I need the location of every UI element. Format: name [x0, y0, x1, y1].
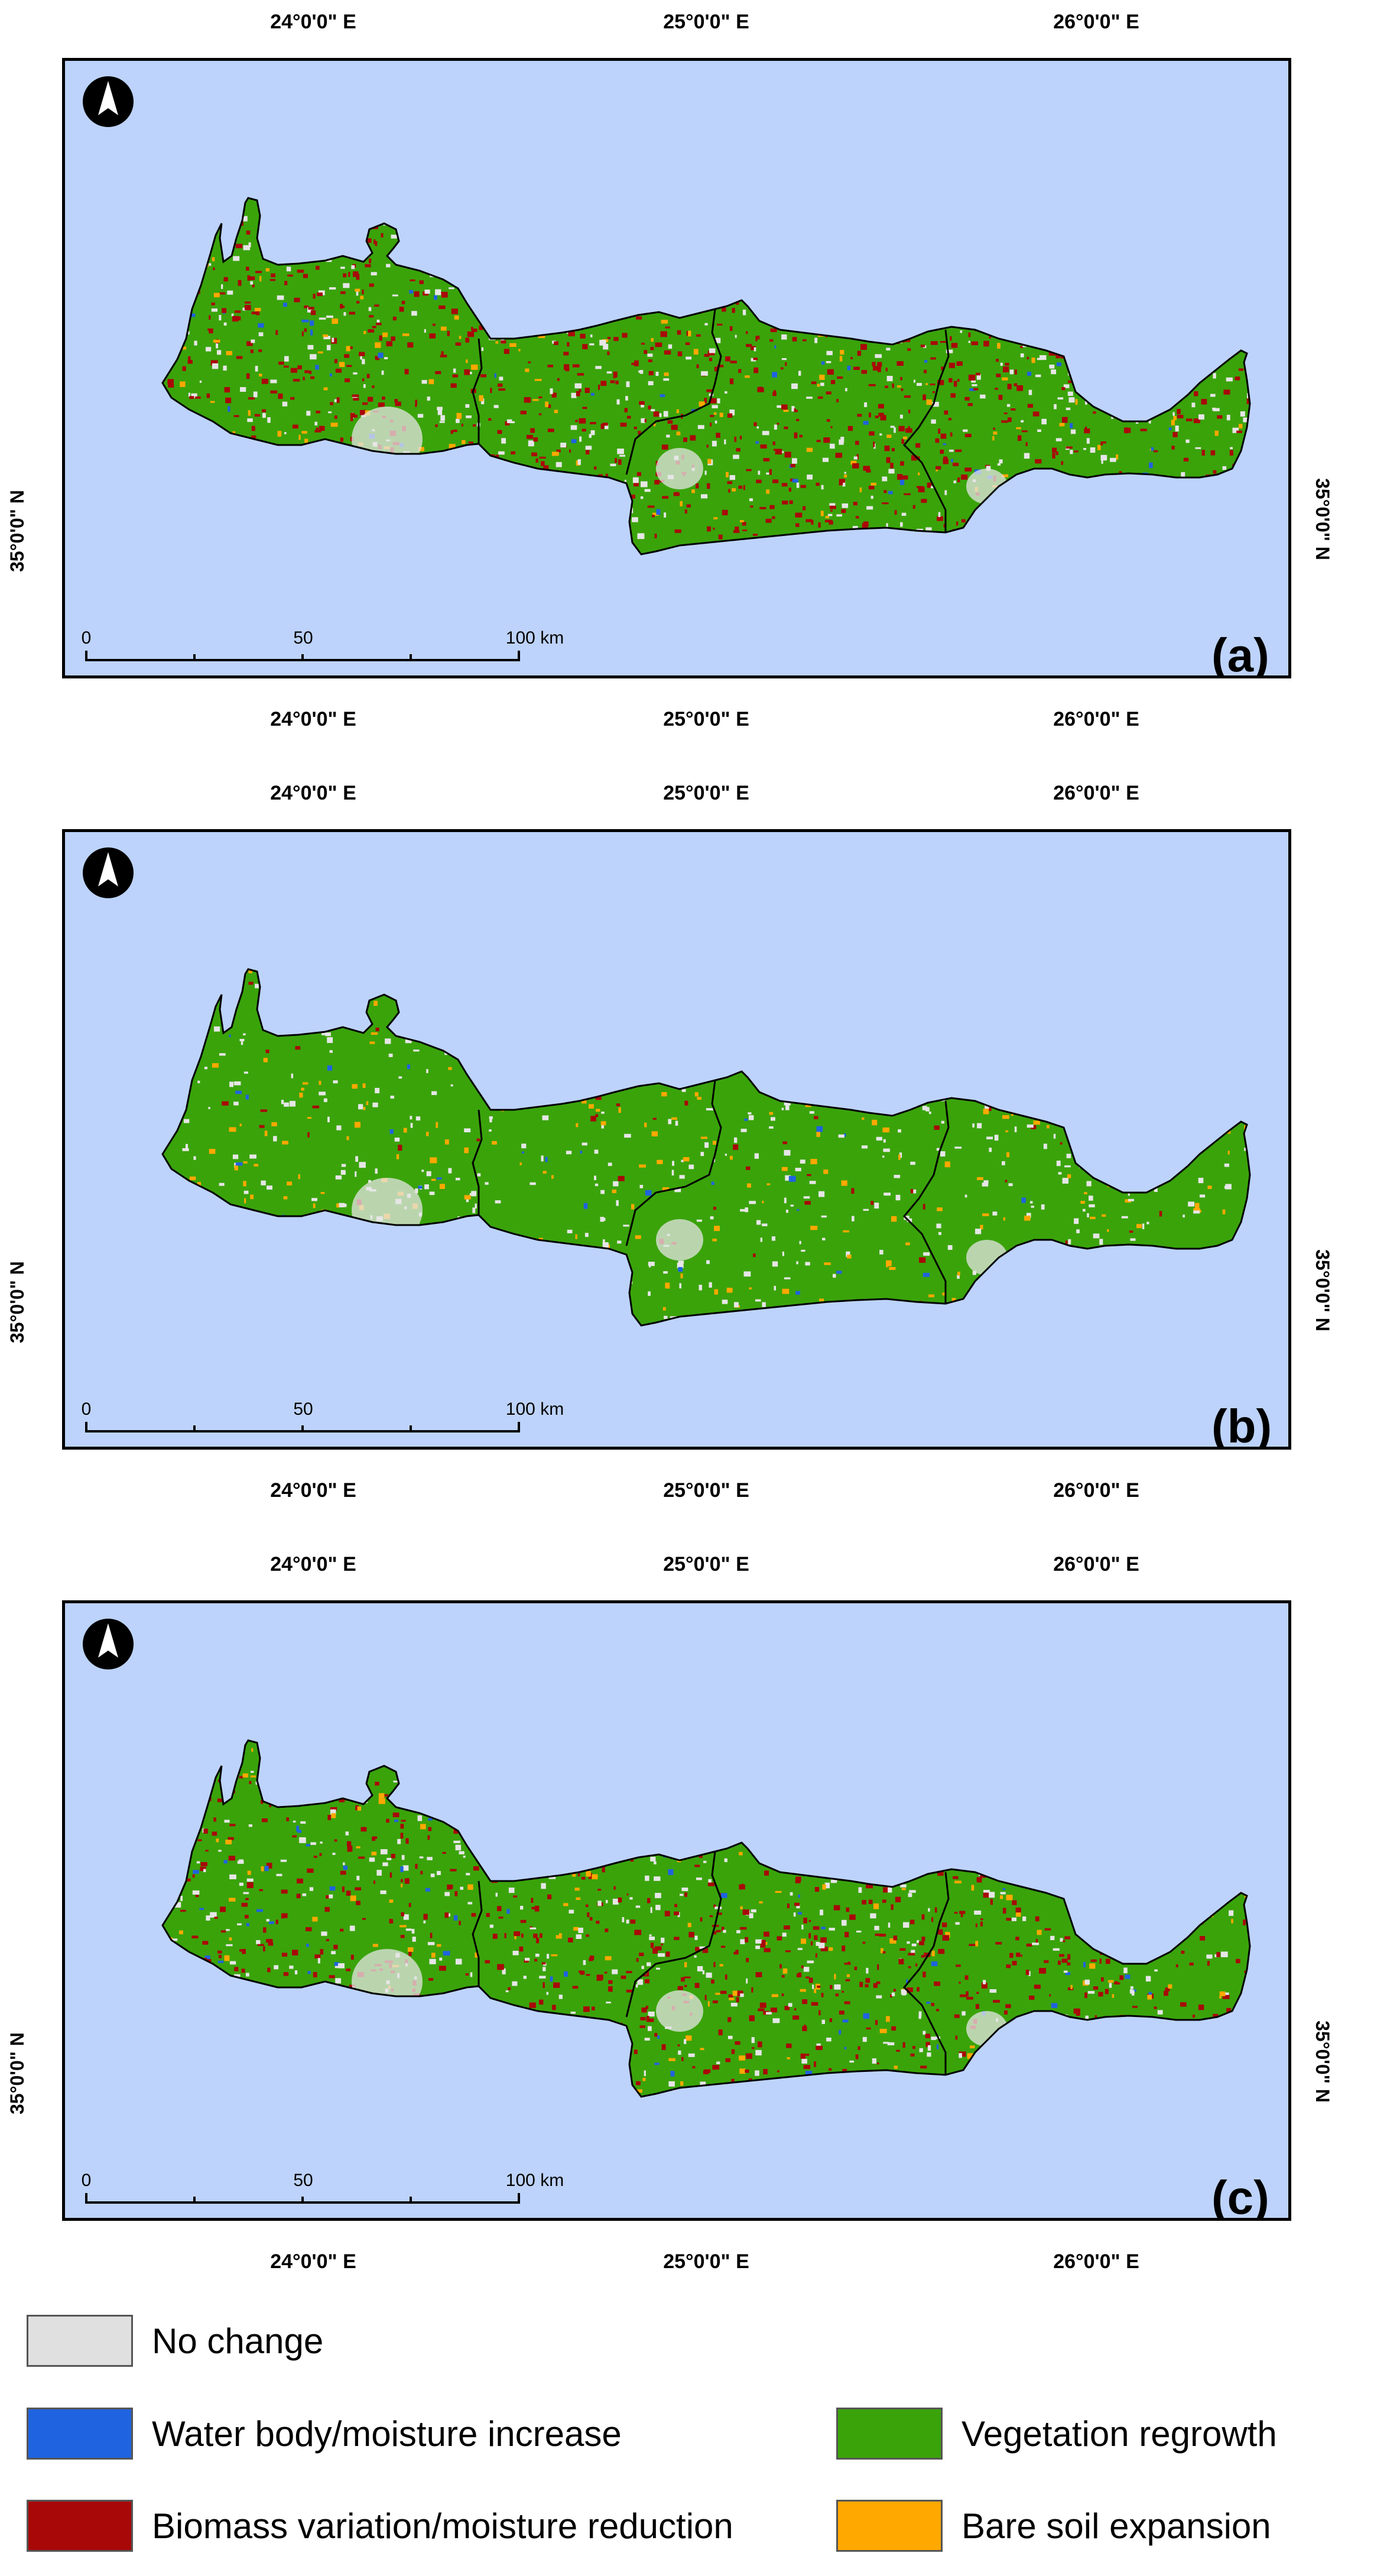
regional-boundary — [625, 308, 722, 475]
regional-boundary — [625, 1080, 722, 1246]
regional-boundary — [472, 1880, 483, 1986]
lat-label-left: 35°0'0" N — [6, 490, 28, 572]
legend-label: Vegetation regrowth — [962, 2413, 1277, 2454]
map-panel-a: 24°0'0" E 25°0'0" E 26°0'0" E 0 50 100 k… — [0, 0, 1400, 762]
legend-label: Bare soil expansion — [962, 2506, 1271, 2546]
crete-map — [161, 1739, 1251, 2098]
scale-label: 100 km — [505, 2171, 564, 2190]
crete-map — [161, 197, 1251, 556]
lon-label-bottom: 26°0'0" E — [1053, 708, 1139, 730]
lat-label-right: 35°0'0" N — [1311, 1249, 1333, 1331]
lon-label-top: 26°0'0" E — [1053, 11, 1139, 33]
lon-label-top: 25°0'0" E — [663, 1553, 749, 1576]
north-arrow-icon — [82, 846, 135, 899]
legend-item-water: Water body/moisture increase — [27, 2406, 622, 2461]
scale-label: 50 — [293, 1399, 313, 1419]
lon-label-top: 26°0'0" E — [1053, 782, 1139, 804]
lat-label-right: 35°0'0" N — [1311, 478, 1333, 560]
north-arrow-icon — [82, 75, 135, 128]
legend-swatch — [27, 2408, 133, 2460]
legend-item-vegetation: Vegetation regrowth — [836, 2406, 1277, 2461]
lon-label-bottom: 24°0'0" E — [270, 1479, 356, 1502]
scale-bar — [85, 1422, 520, 1432]
scale-label: 100 km — [505, 1399, 564, 1419]
legend-item-biomass: Biomass variation/moisture reduction — [27, 2499, 733, 2553]
legend-label: Biomass variation/moisture reduction — [152, 2506, 733, 2546]
lon-label-bottom: 24°0'0" E — [270, 2250, 356, 2273]
north-arrow-icon — [82, 1617, 135, 1671]
regional-boundary — [472, 338, 483, 444]
island-landmass — [163, 1740, 1250, 2097]
legend-label: No change — [152, 2321, 324, 2361]
legend-swatch — [836, 2500, 943, 2552]
lon-label-bottom: 26°0'0" E — [1053, 1479, 1139, 1502]
lon-label-top: 24°0'0" E — [270, 782, 356, 804]
regional-boundary — [472, 1109, 483, 1215]
island-coastline — [161, 197, 1251, 556]
lon-label-top: 25°0'0" E — [663, 11, 749, 33]
scale-label: 0 — [81, 628, 92, 648]
regional-boundary — [902, 329, 950, 532]
island-landmass — [163, 198, 1250, 554]
legend-item-bare-soil: Bare soil expansion — [836, 2499, 1271, 2553]
map-panel-c: 24°0'0" E 25°0'0" E 26°0'0" E 0 50 100 k… — [0, 1542, 1400, 2305]
lon-label-top: 24°0'0" E — [270, 1553, 356, 1576]
panel-label: (a) — [1211, 629, 1269, 678]
legend-swatch — [836, 2408, 943, 2460]
regional-boundary — [902, 1872, 950, 2075]
map-panel-b: 24°0'0" E 25°0'0" E 26°0'0" E 0 50 100 k… — [0, 771, 1400, 1534]
scale-label: 50 — [293, 628, 313, 648]
lon-label-bottom: 25°0'0" E — [663, 1479, 749, 1502]
legend-label: Water body/moisture increase — [152, 2413, 622, 2454]
panel-label: (b) — [1211, 1400, 1272, 1450]
island-coastline — [161, 968, 1251, 1327]
regional-boundary — [625, 1851, 722, 2018]
legend-swatch — [27, 2500, 133, 2552]
scale-bar — [85, 2193, 520, 2204]
scale-label: 0 — [81, 1399, 92, 1419]
island-coastline — [161, 1739, 1251, 2098]
map-frame: 0 50 100 km (c) — [62, 1600, 1291, 2221]
lon-label-bottom: 25°0'0" E — [663, 2250, 749, 2273]
scale-bar — [85, 651, 520, 661]
lon-label-bottom: 24°0'0" E — [270, 708, 356, 730]
lon-label-top: 24°0'0" E — [270, 11, 356, 33]
lon-label-bottom: 26°0'0" E — [1053, 2250, 1139, 2273]
map-frame: 0 50 100 km (a) — [62, 58, 1291, 678]
crete-map — [161, 968, 1251, 1327]
lon-label-top: 26°0'0" E — [1053, 1553, 1139, 1576]
map-frame: 0 50 100 km (b) — [62, 829, 1291, 1450]
legend-swatch — [27, 2315, 133, 2367]
lon-label-bottom: 25°0'0" E — [663, 708, 749, 730]
scale-label: 100 km — [505, 628, 564, 648]
legend-item-no-change: No change — [27, 2314, 323, 2368]
lat-label-right: 35°0'0" N — [1311, 2020, 1333, 2103]
scale-label: 0 — [81, 2171, 92, 2190]
lat-label-left: 35°0'0" N — [6, 2032, 28, 2114]
panel-label: (c) — [1211, 2171, 1269, 2221]
scale-label: 50 — [293, 2171, 313, 2190]
lat-label-left: 35°0'0" N — [6, 1261, 28, 1343]
lon-label-top: 25°0'0" E — [663, 782, 749, 804]
regional-boundary — [902, 1100, 950, 1304]
